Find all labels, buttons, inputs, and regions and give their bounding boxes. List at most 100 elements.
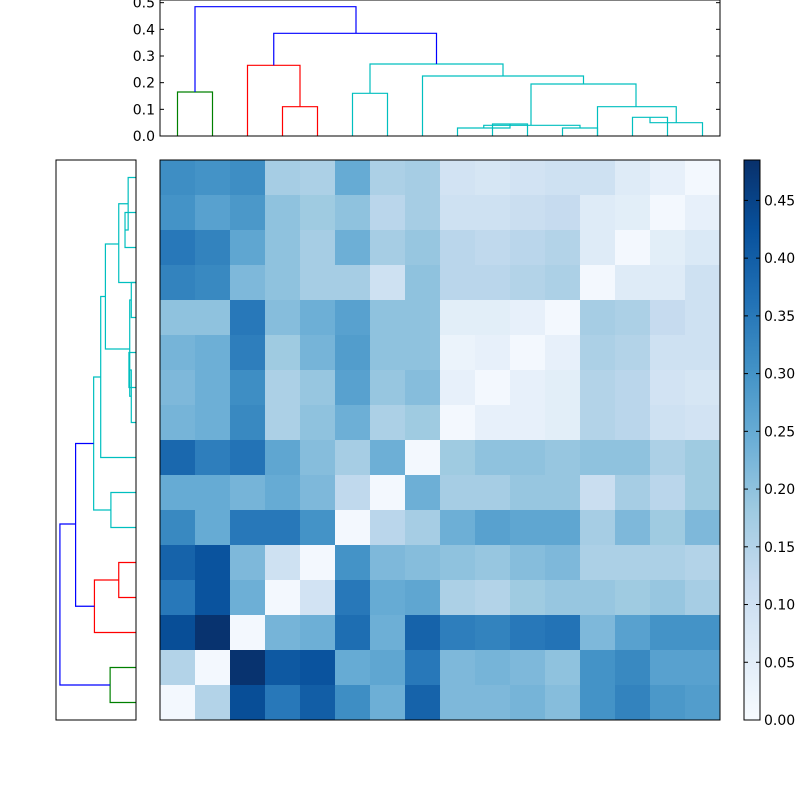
heatmap-cell — [300, 580, 336, 616]
heatmap-cell — [580, 510, 616, 546]
left-dendrogram-link — [130, 281, 136, 319]
heatmap-cell — [405, 510, 441, 546]
heatmap-cell — [335, 580, 371, 616]
heatmap-cell — [230, 195, 266, 231]
heatmap-cell — [615, 615, 651, 651]
heatmap-cell — [370, 510, 406, 546]
heatmap-cell — [405, 475, 441, 511]
heatmap-cell — [265, 405, 301, 441]
heatmap-cell — [335, 440, 371, 476]
heatmap-cell — [440, 160, 476, 196]
heatmap-cell — [685, 335, 721, 371]
heatmap-cell — [160, 335, 196, 371]
left-dendrogram-link — [109, 666, 136, 704]
colorbar-tick-label: 0.10 — [764, 598, 795, 614]
heatmap-cell — [335, 370, 371, 406]
heatmap-cell — [335, 195, 371, 231]
heatmap-cell — [405, 685, 441, 721]
heatmap-frame — [159, 159, 721, 721]
heatmap-cell — [545, 650, 581, 686]
heatmap-cell — [545, 580, 581, 616]
heatmap-cell — [265, 370, 301, 406]
heatmap-cell — [650, 405, 686, 441]
heatmap-cell — [440, 265, 476, 301]
heatmap-cell — [195, 615, 231, 651]
heatmap-cell — [335, 475, 371, 511]
heatmap-cell — [160, 580, 196, 616]
heatmap-cell — [650, 615, 686, 651]
heatmap-cell — [510, 370, 546, 406]
colorbar-tick-label: 0.45 — [764, 193, 795, 209]
heatmap-cell — [370, 195, 406, 231]
heatmap-cell — [265, 475, 301, 511]
heatmap-cell — [475, 650, 511, 686]
heatmap-cell — [160, 440, 196, 476]
heatmap-cell — [580, 580, 616, 616]
heatmap-cell — [650, 230, 686, 266]
heatmap-cell — [300, 300, 336, 336]
heatmap-cell — [405, 230, 441, 266]
heatmap-cell — [160, 160, 196, 196]
heatmap-cell — [685, 195, 721, 231]
heatmap-cell — [615, 650, 651, 686]
heatmap-cell — [615, 510, 651, 546]
heatmap-cell — [195, 405, 231, 441]
heatmap-cell — [405, 440, 441, 476]
heatmap-cell — [195, 650, 231, 686]
heatmap-cell — [580, 475, 616, 511]
top-dendrogram-link — [194, 6, 357, 92]
heatmap-cell — [265, 545, 301, 581]
colorbar-tick-label: 0.05 — [764, 655, 795, 671]
heatmap-cell — [300, 510, 336, 546]
heatmap-cell — [230, 475, 266, 511]
heatmap-cell — [440, 440, 476, 476]
heatmap-cell — [510, 195, 546, 231]
heatmap-cell — [545, 475, 581, 511]
heatmap-cell — [160, 265, 196, 301]
heatmap-cell — [335, 300, 371, 336]
heatmap-cell — [195, 230, 231, 266]
heatmap-cell — [475, 230, 511, 266]
heatmap-cell — [265, 685, 301, 721]
heatmap-cell — [265, 440, 301, 476]
top-dendrogram-link — [483, 124, 581, 128]
heatmap-cell — [475, 195, 511, 231]
heatmap-cell — [335, 685, 371, 721]
left-dendrogram-panel — [55, 159, 137, 721]
heatmap-cell — [405, 265, 441, 301]
heatmap-cell — [195, 580, 231, 616]
heatmap-cell — [580, 405, 616, 441]
heatmap-cell — [685, 405, 721, 441]
heatmap-cell — [230, 650, 266, 686]
heatmap-cell — [475, 265, 511, 301]
heatmap-cell — [300, 370, 336, 406]
heatmap-cell — [405, 370, 441, 406]
heatmap-cell — [370, 405, 406, 441]
heatmap-cell — [685, 265, 721, 301]
heatmap-cell — [160, 300, 196, 336]
heatmap-cell — [580, 685, 616, 721]
top-y-tick-label: 0.5 — [133, 0, 155, 12]
heatmap-cell — [160, 545, 196, 581]
heatmap-cell — [265, 510, 301, 546]
heatmap-cell — [615, 230, 651, 266]
heatmap-cell — [230, 615, 266, 651]
heatmap-cell — [265, 300, 301, 336]
heatmap-cell — [230, 265, 266, 301]
heatmap-cell — [685, 475, 721, 511]
heatmap-cell — [195, 195, 231, 231]
heatmap-cell — [580, 195, 616, 231]
heatmap-cell — [370, 685, 406, 721]
heatmap-cell — [230, 510, 266, 546]
heatmap-cell — [230, 405, 266, 441]
top-y-tick-label: 0.4 — [133, 22, 155, 38]
top-y-tick-label: 0.0 — [133, 129, 155, 145]
heatmap-cell — [510, 510, 546, 546]
heatmap-cell — [265, 650, 301, 686]
heatmap-cell — [510, 265, 546, 301]
heatmap-cell — [580, 265, 616, 301]
heatmap-cell — [580, 545, 616, 581]
heatmap-cell — [265, 335, 301, 371]
heatmap-cell — [475, 615, 511, 651]
